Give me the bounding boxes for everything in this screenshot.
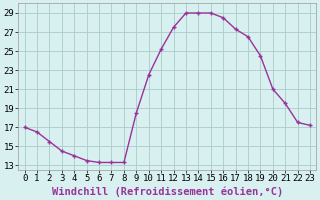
X-axis label: Windchill (Refroidissement éolien,°C): Windchill (Refroidissement éolien,°C) bbox=[52, 186, 283, 197]
